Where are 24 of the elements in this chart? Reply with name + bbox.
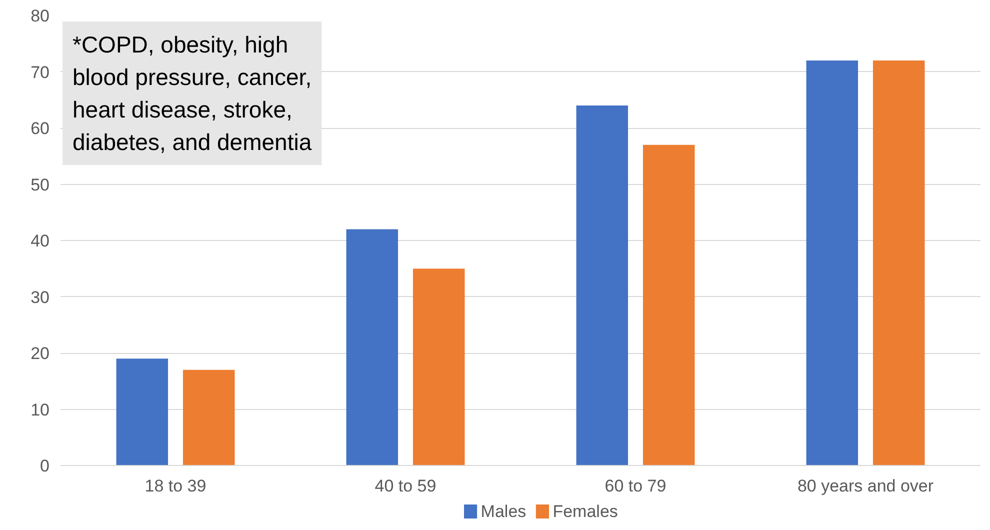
x-tick-label: 80 years and over xyxy=(797,476,934,496)
bar xyxy=(412,268,465,466)
y-tick-label: 60 xyxy=(30,119,50,138)
bar xyxy=(642,144,695,466)
bar xyxy=(116,358,168,466)
x-tick-label: 40 to 59 xyxy=(374,476,436,496)
bar xyxy=(182,370,235,466)
y-tick-label: 80 xyxy=(30,6,50,26)
x-tick-label: 18 to 39 xyxy=(144,476,206,496)
y-tick-label: 10 xyxy=(30,400,50,420)
bar xyxy=(806,60,858,466)
bar xyxy=(872,60,925,466)
y-tick-label: 50 xyxy=(30,175,50,194)
y-tick-label: 0 xyxy=(40,456,50,476)
x-tick-label: 60 to 79 xyxy=(604,476,666,496)
bar xyxy=(346,229,398,466)
annotation: *COPD, obesity, high blood pressure, cancer, heart disease, stroke, diabetes, and dementia xyxy=(72,32,312,155)
legend-label: Males xyxy=(480,502,526,521)
bar xyxy=(576,106,628,466)
y-tick-label: 30 xyxy=(30,288,50,307)
y-tick-label: 40 xyxy=(30,232,50,250)
y-tick-label: 20 xyxy=(30,344,50,363)
legend-label: Females xyxy=(552,502,618,521)
y-tick-label: 70 xyxy=(30,62,50,82)
